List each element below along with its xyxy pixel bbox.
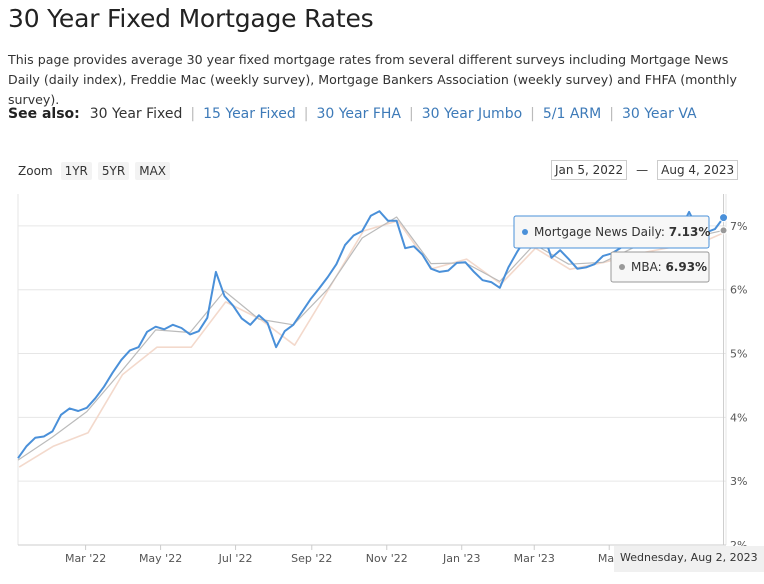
y-tick-label: 4% <box>730 411 747 424</box>
crosshair-date-label: Wednesday, Aug 2, 2023 <box>614 546 764 572</box>
range-to-input[interactable]: Aug 4, 2023 <box>657 160 739 180</box>
zoom-label: Zoom <box>18 164 53 178</box>
tooltip-mba-series: MBA: <box>631 260 665 274</box>
see-also-label: See also: <box>8 106 80 122</box>
zoom-5yr-button[interactable]: 5YR <box>97 162 130 180</box>
x-tick-label: May '22 <box>139 552 182 565</box>
see-also-link-15-year-fixed[interactable]: 15 Year Fixed <box>203 106 296 122</box>
separator: | <box>530 106 535 122</box>
x-tick-label: Nov '22 <box>366 552 408 565</box>
series-line-mortgage-news-daily <box>17 210 725 459</box>
tooltip-mba-dot <box>619 264 625 270</box>
tooltip-mortgage-news-daily-value: 7.13% <box>669 225 711 239</box>
range-separator: — <box>636 163 649 177</box>
see-also-nav: See also: 30 Year Fixed | 15 Year Fixed … <box>8 106 697 122</box>
y-tick-label: 7% <box>730 220 747 233</box>
zoom-1yr-button[interactable]: 1YR <box>60 162 92 180</box>
x-tick-label: Mar '22 <box>65 552 106 565</box>
see-also-link-5-1-arm[interactable]: 5/1 ARM <box>542 106 602 122</box>
zoom-max-button[interactable]: MAX <box>135 162 171 180</box>
separator: | <box>609 106 614 122</box>
tooltip-mba-text: MBA: 6.93% <box>631 260 707 274</box>
see-also-link-30-year-jumbo[interactable]: 30 Year Jumbo <box>421 106 523 122</box>
y-tick-label: 5% <box>730 348 747 361</box>
x-tick-label: Jul '22 <box>218 552 253 565</box>
see-also-link-30-year-fha[interactable]: 30 Year FHA <box>316 106 401 122</box>
tooltip-mortgage-news-daily <box>513 215 710 249</box>
separator: | <box>190 106 196 122</box>
page-intro: This page provides average 30 year fixed… <box>8 52 737 107</box>
see-also-link-30-year-va[interactable]: 30 Year VA <box>621 106 697 122</box>
page-title: 30 Year Fixed Mortgage Rates <box>8 4 374 33</box>
x-tick-label: Sep '22 <box>291 552 332 565</box>
mba-hover-marker <box>719 226 728 235</box>
x-tick-label: Mar '23 <box>514 552 555 565</box>
tooltip-mba <box>610 251 710 283</box>
tooltip-mba-value: 6.93% <box>665 260 707 274</box>
x-tick-label: Jan '23 <box>442 552 480 565</box>
zoom-controls: Zoom 1YR 5YR MAX <box>18 162 176 180</box>
tooltip-mortgage-news-daily-text: Mortgage News Daily: 7.13% <box>534 225 710 239</box>
see-also-current: 30 Year Fixed <box>89 106 183 122</box>
tooltip-mortgage-news-daily-dot <box>522 229 528 235</box>
separator: | <box>303 106 309 122</box>
y-tick-label: 6% <box>730 284 747 297</box>
mnd-hover-marker <box>719 213 729 223</box>
range-from-input[interactable]: Jan 5, 2022 <box>551 160 628 180</box>
date-range: Jan 5, 2022 — Aug 4, 2023 <box>551 160 739 180</box>
y-tick-label: 3% <box>730 475 747 488</box>
separator: | <box>408 106 414 122</box>
tooltip-mortgage-news-daily-series: Mortgage News Daily: <box>534 225 669 239</box>
